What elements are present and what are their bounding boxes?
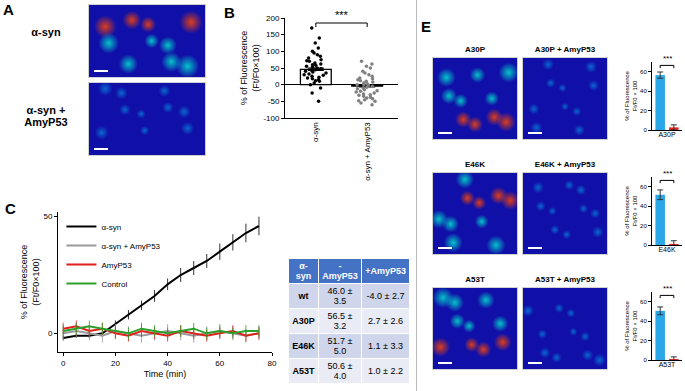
html-text:E46K + AmyP53: E46K + AmyP53	[534, 160, 596, 169]
html-text:A30P: A30P	[292, 316, 315, 326]
svg-text:0: 0	[48, 329, 53, 338]
svg-text:0: 0	[643, 127, 647, 133]
html-text:+AmyP53: +AmyP53	[365, 266, 406, 276]
svg-text:Control: Control	[101, 280, 127, 289]
svg-text:***: ***	[663, 54, 672, 63]
html-text:A53T: A53T	[465, 275, 485, 284]
html-text:E46K: E46K	[292, 341, 315, 351]
svg-text:α-syn: α-syn	[101, 223, 121, 232]
html-text:α-syn: α-syn	[295, 261, 312, 281]
svg-text:0: 0	[275, 80, 280, 89]
html-text:1.0 ± 2.2: 1.0 ± 2.2	[368, 366, 404, 376]
svg-text:40: 40	[640, 88, 647, 94]
svg-text:% of FluorescenceFt/F0 × 100: % of FluorescenceFt/F0 × 100	[624, 300, 638, 350]
svg-text:20: 20	[640, 108, 647, 114]
svg-text:-100: -100	[263, 114, 280, 123]
svg-text:-50: -50	[268, 97, 280, 106]
svg-text:Time (min): Time (min)	[144, 369, 187, 379]
html-text:51.7 ± 5.0: 51.7 ± 5.0	[327, 336, 353, 356]
html-text:56.5 ± 3.2: 56.5 ± 3.2	[327, 311, 353, 331]
svg-text:***: ***	[663, 284, 672, 293]
svg-text:80: 80	[268, 359, 277, 368]
svg-text:50: 50	[270, 64, 279, 73]
svg-text:B: B	[224, 4, 235, 21]
html-text:α-syn + AmyP53: α-syn + AmyP53	[24, 104, 68, 128]
svg-text:α-syn + AmyP53: α-syn + AmyP53	[363, 122, 372, 181]
svg-text:20: 20	[111, 359, 120, 368]
svg-text:C: C	[5, 200, 16, 217]
svg-text:α-syn + AmyP53: α-syn + AmyP53	[101, 242, 160, 251]
svg-text:***: ***	[335, 9, 349, 21]
svg-text:E46K: E46K	[658, 246, 675, 253]
html-text:A30P: A30P	[465, 45, 485, 54]
svg-text:0: 0	[61, 359, 66, 368]
html-text:-AmyP53: -AmyP53	[322, 261, 358, 281]
html-text:A53T + AmyP53: A53T + AmyP53	[535, 275, 595, 284]
html-text:46.0 ± 3.5: 46.0 ± 3.5	[327, 286, 353, 306]
svg-text:20: 20	[640, 223, 647, 229]
svg-text:60: 60	[640, 299, 647, 305]
html-text:A30P + AmyP53: A30P + AmyP53	[534, 45, 596, 54]
html-text:50.6 ± 4.0: 50.6 ± 4.0	[327, 361, 353, 381]
svg-text:20: 20	[640, 338, 647, 344]
svg-text:150: 150	[266, 30, 280, 39]
svg-text:% of Fluorescence(Ft/F0×100): % of Fluorescence(Ft/F0×100)	[239, 31, 261, 106]
svg-text:40: 40	[640, 203, 647, 209]
svg-text:0: 0	[643, 357, 647, 363]
svg-text:40: 40	[640, 318, 647, 324]
svg-text:% of Fluorescence(Ft/F0×100): % of Fluorescence(Ft/F0×100)	[19, 245, 41, 320]
svg-text:0: 0	[643, 242, 647, 248]
html-text:wt: wt	[298, 291, 309, 301]
html-text:E46K: E46K	[465, 160, 485, 169]
svg-text:***: ***	[663, 169, 672, 178]
svg-text:50: 50	[43, 212, 52, 221]
svg-text:A53T: A53T	[659, 361, 676, 368]
svg-text:% of FluorescenceFt/F0 × 100: % of FluorescenceFt/F0 × 100	[624, 70, 638, 120]
svg-text:% of FluorescenceFt/F0 × 100: % of FluorescenceFt/F0 × 100	[624, 185, 638, 235]
html-text:1.1 ± 3.3: 1.1 ± 3.3	[368, 341, 404, 351]
svg-text:200: 200	[266, 14, 280, 23]
html-text:E: E	[421, 18, 431, 35]
svg-text:α-syn: α-syn	[311, 122, 320, 142]
svg-text:A30P: A30P	[658, 131, 675, 138]
svg-text:AmyP53: AmyP53	[101, 261, 132, 270]
svg-text:60: 60	[640, 69, 647, 75]
svg-text:60: 60	[215, 359, 224, 368]
html-text:2.7 ± 2.6: 2.7 ± 2.6	[368, 316, 404, 326]
svg-text:40: 40	[163, 359, 172, 368]
html-text:-4.0 ± 2.7: -4.0 ± 2.7	[366, 291, 405, 301]
svg-text:60: 60	[640, 184, 647, 190]
html-text:A: A	[3, 1, 14, 18]
html-text:A53T: A53T	[292, 366, 315, 376]
svg-text:100: 100	[266, 47, 280, 56]
html-text:α-syn: α-syn	[31, 26, 61, 38]
